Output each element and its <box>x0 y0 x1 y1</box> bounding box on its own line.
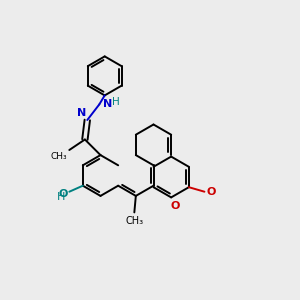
Text: N: N <box>103 99 112 110</box>
Text: CH₃: CH₃ <box>50 152 67 161</box>
Text: CH₃: CH₃ <box>125 216 143 226</box>
Text: N: N <box>77 108 86 118</box>
Text: O: O <box>58 189 68 199</box>
Text: H: H <box>57 192 66 202</box>
Text: O: O <box>170 201 179 211</box>
Text: H: H <box>112 97 120 107</box>
Text: O: O <box>207 187 216 197</box>
